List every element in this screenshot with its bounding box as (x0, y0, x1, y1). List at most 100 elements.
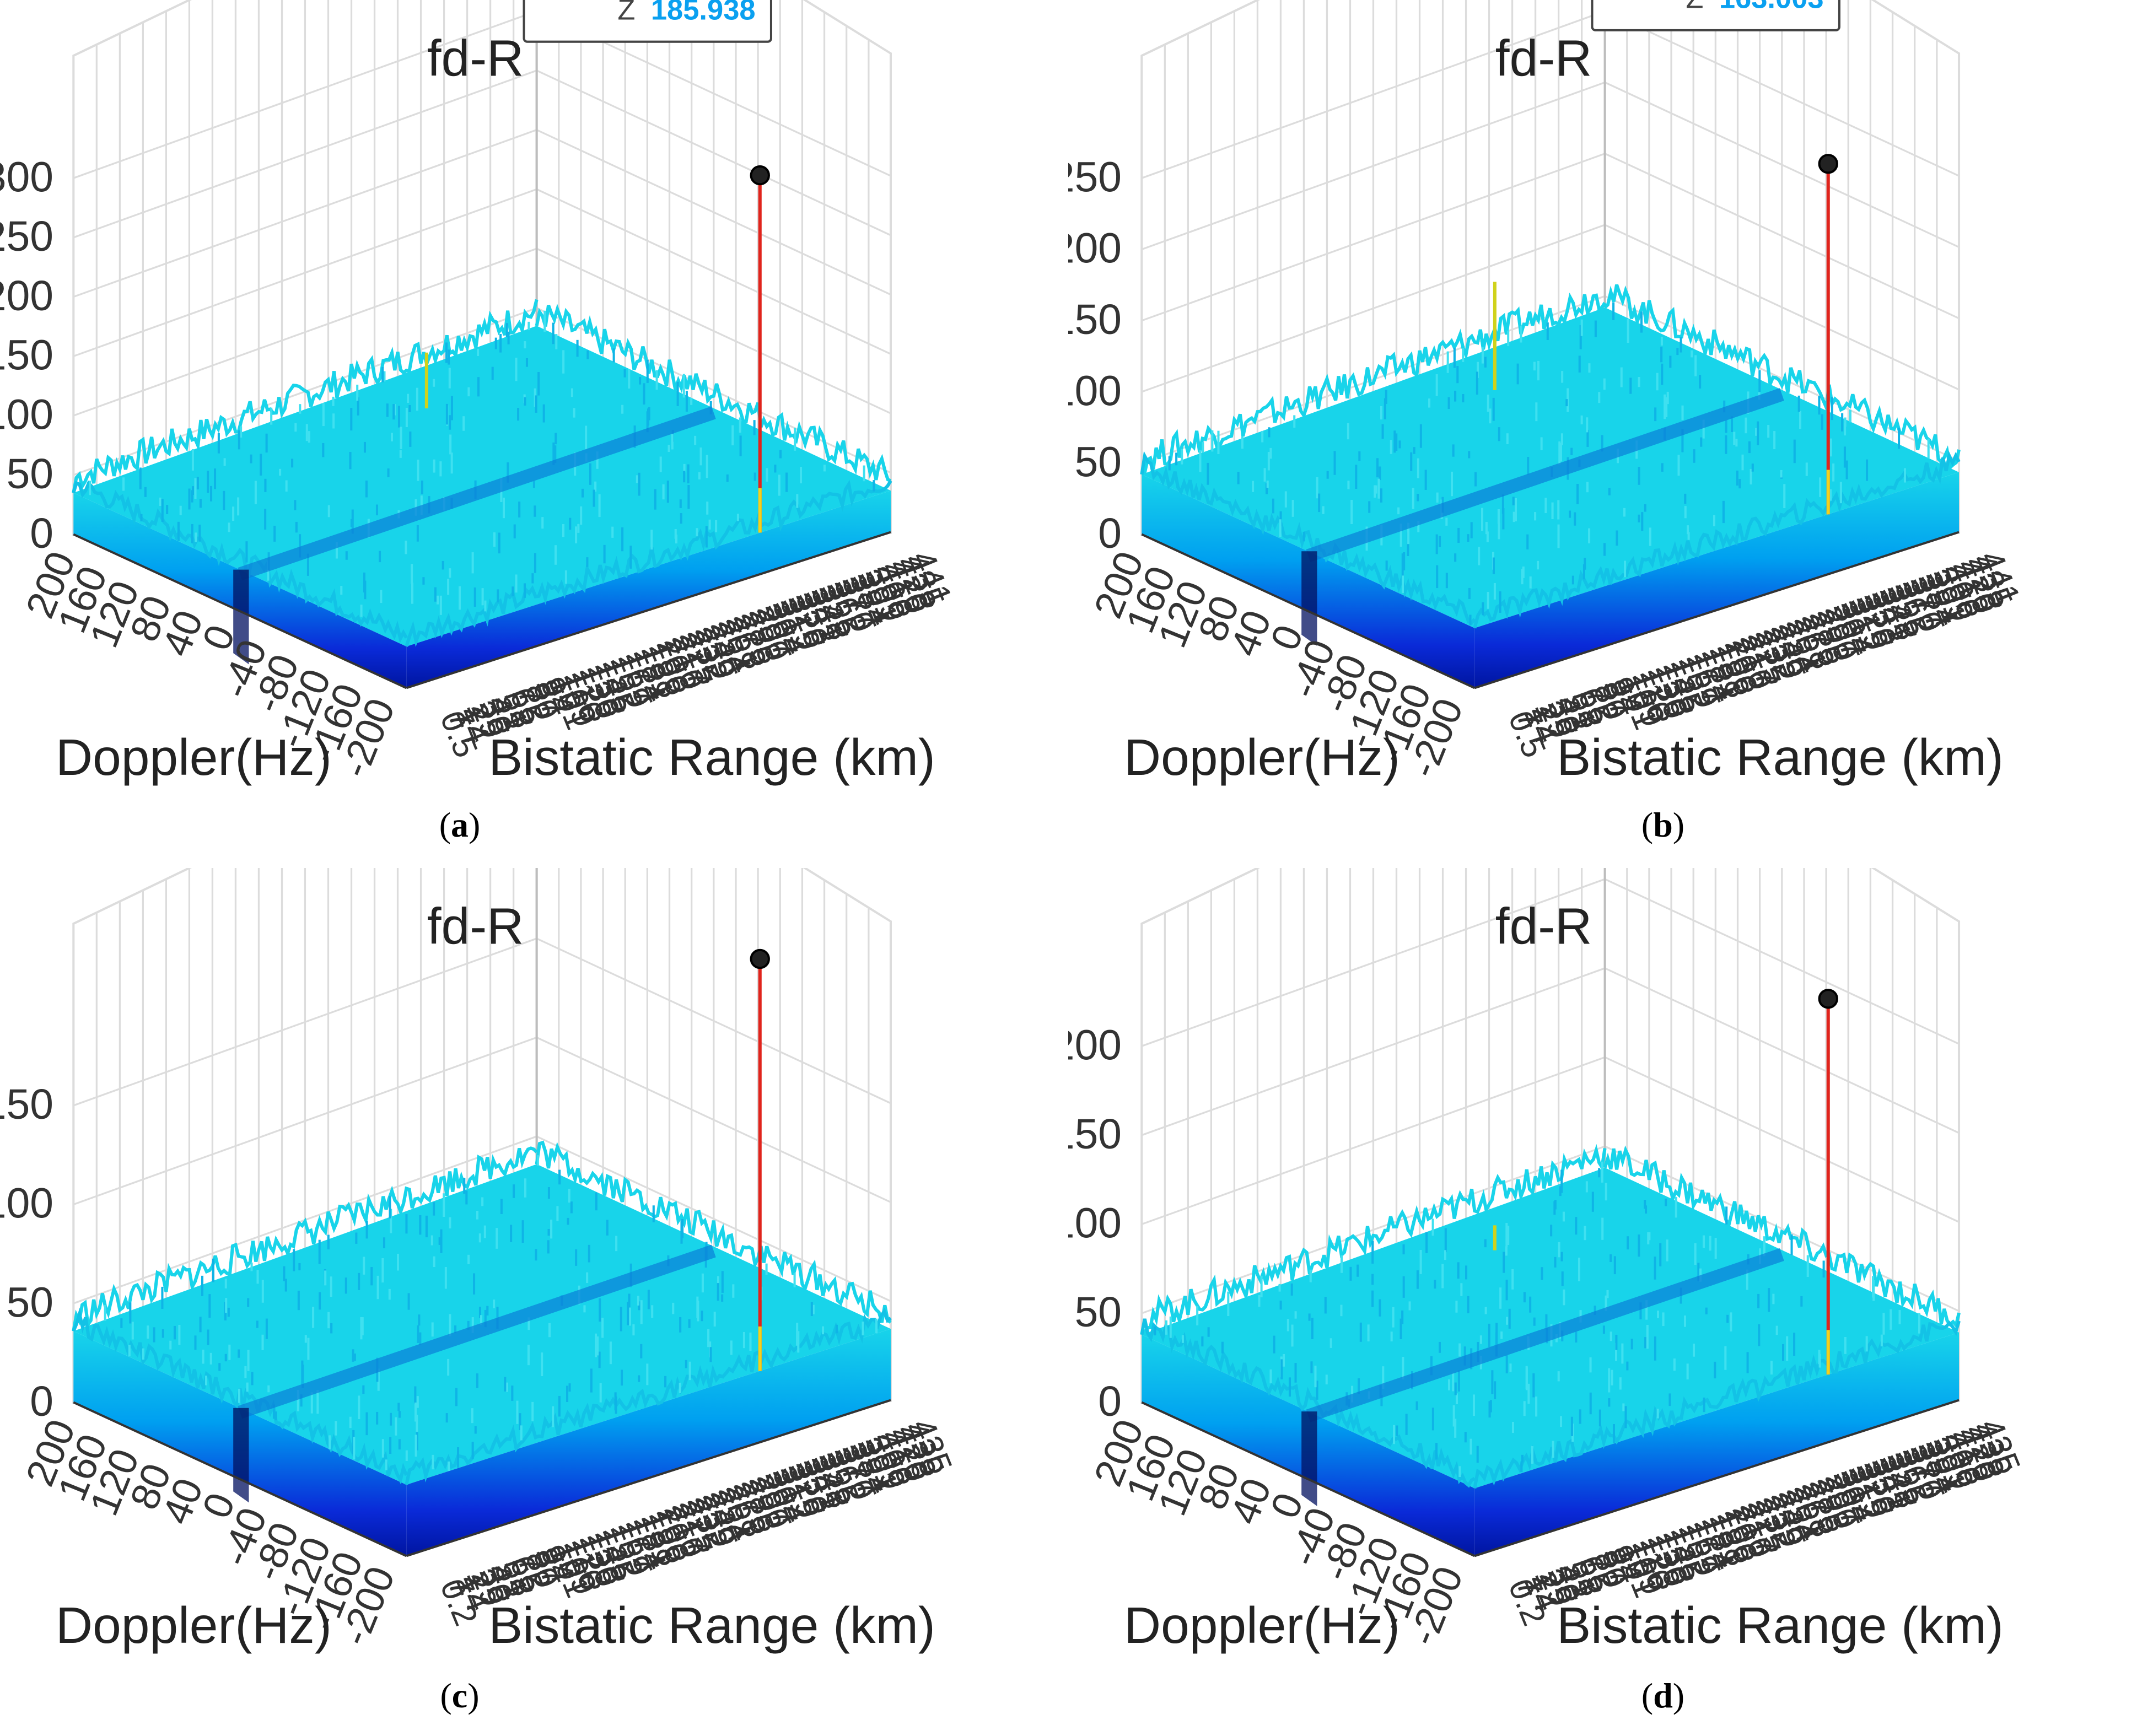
caption-letter: d (1653, 1676, 1673, 1715)
z-tick-label: 50 (1075, 1289, 1122, 1336)
chart-svg-a: 05010015020025030020016012080400-40-80-1… (0, 0, 960, 786)
z-gridline (536, 247, 891, 414)
chart-svg-b: 05010015020025020016012080400-40-80-120-… (1068, 0, 2028, 786)
surface (72, 1140, 892, 1556)
range-axis-label: Bistatic Range (km) (488, 1597, 935, 1654)
surface-noise-edge (72, 299, 539, 493)
clutter-ridge (238, 406, 716, 581)
range-axis-label: Bistatic Range (km) (1557, 729, 2004, 786)
datatip-value: 163.003 (1719, 0, 1824, 14)
surface-noise-edge (72, 1146, 538, 1331)
z-gridline (1604, 878, 1960, 1045)
caption-letter: c (451, 1676, 468, 1715)
caption-letter: b (1653, 805, 1673, 844)
z-gridline (73, 10, 537, 179)
caption-d: (d) (1641, 1676, 1685, 1715)
chart-svg-d: 05010015020020016012080400-40-80-120-160… (1068, 868, 2028, 1654)
clutter-ridge (1306, 1248, 1784, 1422)
chart-panel-d: 05010015020020016012080400-40-80-120-160… (1068, 868, 2136, 1736)
datatip-box (523, 0, 772, 43)
surface-right-side (1474, 472, 1959, 688)
panel-scale-group: 05010015020025020016012080400-40-80-120-… (1068, 0, 2028, 786)
panel-scale-group: 05010015020025030020016012080400-40-80-1… (0, 0, 960, 786)
caption-a: (a) (439, 805, 481, 844)
z-gridline (1604, 153, 1960, 320)
z-tick-label: 50 (1075, 439, 1122, 486)
z-gridline (1604, 10, 1960, 177)
z-gridline (1604, 1056, 1960, 1223)
surface (1140, 284, 1961, 688)
caption-b: (b) (1641, 805, 1685, 844)
range-axis-line (1474, 531, 1960, 689)
chart-title: fd-R (427, 897, 524, 955)
doppler-axis-label: Doppler(Hz) (56, 1597, 332, 1654)
surface-noise-edge (405, 1307, 892, 1485)
z-tick-label: 50 (7, 451, 53, 498)
datatip-box (1591, 0, 1840, 31)
surface (72, 299, 892, 688)
z-tick-label: 0 (1098, 1378, 1122, 1425)
z-gridline (73, 188, 537, 357)
doppler-axis-line (1141, 533, 1476, 689)
z-gridline (73, 937, 537, 1107)
z-gridline (1141, 81, 1606, 251)
datatip-marker (1818, 154, 1838, 174)
z-gridline (1141, 1056, 1606, 1225)
datatip-label: Z (617, 0, 635, 26)
chart-panel-b: 05010015020025020016012080400-40-80-120-… (1068, 0, 2136, 868)
chart-panel-c: 05010015020016012080400-40-80-120-160-20… (0, 868, 1068, 1736)
z-gridline (73, 69, 537, 239)
z-tick-label: 150 (0, 332, 53, 379)
surface-noise-edge (535, 1140, 892, 1324)
z-tick-label: 150 (0, 1081, 53, 1128)
chart-title: fd-R (1495, 897, 1592, 955)
z-gridline (1604, 82, 1960, 248)
clutter-ridge (1306, 388, 1784, 562)
clutter-notch (233, 1408, 249, 1503)
z-gridline (536, 129, 891, 296)
z-tick-label: 100 (0, 1180, 53, 1227)
doppler-axis-line (73, 533, 407, 689)
clutter-notch (1301, 551, 1317, 646)
z-gridline (73, 1036, 537, 1206)
z-gridline (1141, 153, 1606, 322)
caption-c: (c) (440, 1676, 480, 1715)
surface-noise-edge (1603, 1145, 1961, 1329)
surface-noise-edge (72, 480, 408, 644)
z-tick-label: 150 (1068, 296, 1122, 343)
clutter-ridge (238, 1244, 716, 1419)
z-tick-label: 50 (7, 1279, 53, 1326)
chart-title: fd-R (1495, 29, 1592, 87)
surface-noise-edge (1140, 1318, 1476, 1488)
surface-right-side (1474, 1332, 1959, 1556)
doppler-axis-label: Doppler(Hz) (1124, 729, 1400, 786)
z-gridline (536, 69, 891, 236)
clutter-notch (233, 569, 249, 665)
z-tick-label: 100 (0, 391, 53, 438)
surface-noise-edge (1473, 1320, 1961, 1489)
caption-letter: a (451, 805, 469, 844)
z-tick-label: 200 (0, 273, 53, 320)
z-gridline (536, 188, 891, 355)
z-gridline (1141, 878, 1606, 1047)
datatip-value: 185.938 (651, 0, 756, 26)
z-tick-label: 200 (1068, 225, 1122, 272)
z-gridline (73, 129, 537, 298)
surface-noise-edge (1473, 450, 1961, 629)
z-tick-label: 100 (1068, 368, 1122, 414)
z-gridline (536, 937, 891, 1104)
chart-title: fd-R (427, 29, 524, 87)
doppler-axis-label: Doppler(Hz) (56, 729, 332, 786)
datatip-marker (750, 948, 770, 969)
z-gridline (1141, 224, 1606, 393)
z-tick-label: 0 (1098, 510, 1122, 557)
surface (1140, 1144, 1961, 1556)
z-tick-label: 200 (1068, 1022, 1122, 1069)
surface-noise-edge (1140, 451, 1476, 626)
range-axis-label: Bistatic Range (km) (1557, 1597, 2004, 1654)
panel-scale-group: 05010015020020016012080400-40-80-120-160… (1068, 868, 2028, 1654)
z-tick-label: 250 (0, 213, 53, 260)
chart-panel-a: 05010015020025030020016012080400-40-80-1… (0, 0, 1068, 868)
range-axis-line (406, 1399, 891, 1557)
